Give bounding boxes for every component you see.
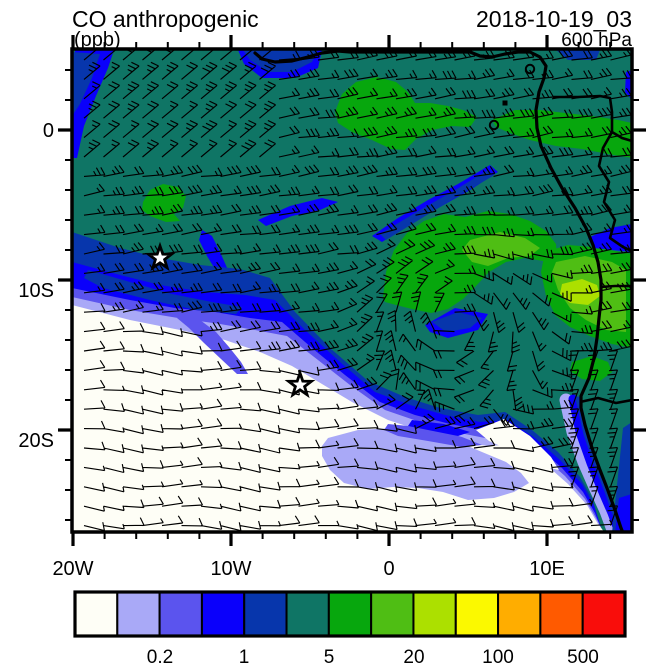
contour-region-blue-arc1-dark	[380, 170, 493, 240]
contour-region-dark-streak-in-bright	[84, 270, 242, 314]
colorbar-cell-1	[116, 591, 161, 637]
x-tick-label-10e: 10E	[529, 558, 565, 580]
x-tick-label-20w: 20W	[52, 558, 93, 580]
island-square-marker-1	[502, 100, 508, 106]
colorbar-label-0p2: 0.2	[147, 647, 173, 667]
island-circle-marker-0	[524, 63, 536, 75]
x-tick-label-10w: 10W	[210, 558, 251, 580]
chart-timestamp: 2018-10-19_03	[476, 6, 632, 32]
x-tick-label-0: 0	[383, 558, 394, 580]
colorbar-label-500: 500	[567, 647, 599, 667]
colorbar-border	[73, 590, 627, 638]
y-tick-label-20s: 20S	[18, 430, 54, 452]
colorbar-cell-12	[581, 591, 627, 637]
colorbar-cell-0	[74, 591, 119, 637]
colorbar-cell-8	[412, 591, 457, 637]
y-tick-label-0: 0	[43, 120, 54, 142]
wind-barb-field	[83, 49, 632, 532]
contour-region-green-central-core	[462, 232, 540, 266]
contour-region-blue-vortex-dark	[432, 312, 482, 332]
chart-title: CO anthropogenic	[72, 6, 259, 32]
chart-units-label: (ppb)	[74, 29, 121, 51]
station-star-marker-1	[284, 368, 316, 399]
contour-region-medium-tongue	[177, 314, 248, 374]
colorbar-cell-10	[497, 591, 542, 637]
border-4	[579, 396, 632, 405]
contour-region-green-coast-band	[492, 110, 632, 158]
map-overlays	[144, 241, 316, 399]
colorbar-cell-2	[158, 591, 203, 637]
colorbar-label-20: 20	[403, 647, 424, 667]
y-tick-label-10s: 10S	[18, 280, 54, 302]
colorbar-cell-6	[327, 591, 373, 637]
station-star-marker-0	[144, 241, 176, 272]
island-circle-marker-2	[488, 119, 500, 131]
contour-region-blue-topleft-dark	[72, 52, 100, 116]
colorbar-cell-11	[539, 591, 584, 637]
axes-frame-and-ticks	[58, 35, 646, 546]
border-2	[597, 131, 632, 253]
colorbar-label-1: 1	[239, 647, 250, 667]
plot-border	[70, 47, 634, 534]
axis-minor-ticks	[65, 42, 639, 539]
colorbar-label-100: 100	[482, 647, 514, 667]
contour-region-white-wedge	[476, 419, 559, 470]
colorbar-label-5: 5	[324, 647, 335, 667]
map-canvas	[72, 49, 632, 532]
axis-major-ticks	[58, 35, 646, 546]
colorbar-cell-9	[454, 591, 500, 637]
colorbar-cell-4	[243, 591, 288, 637]
contour-region-tongue-medium-edge	[384, 424, 482, 447]
colorbar	[73, 590, 627, 638]
colorbar-cell-5	[285, 591, 330, 637]
contour-region-green-coast-south-spot	[560, 279, 600, 305]
africa-west-coast	[253, 49, 625, 532]
colorbar-cell-3	[200, 591, 246, 637]
contour-region-periwinkle-tongue	[322, 428, 529, 500]
colorbar-cell-7	[370, 591, 415, 637]
